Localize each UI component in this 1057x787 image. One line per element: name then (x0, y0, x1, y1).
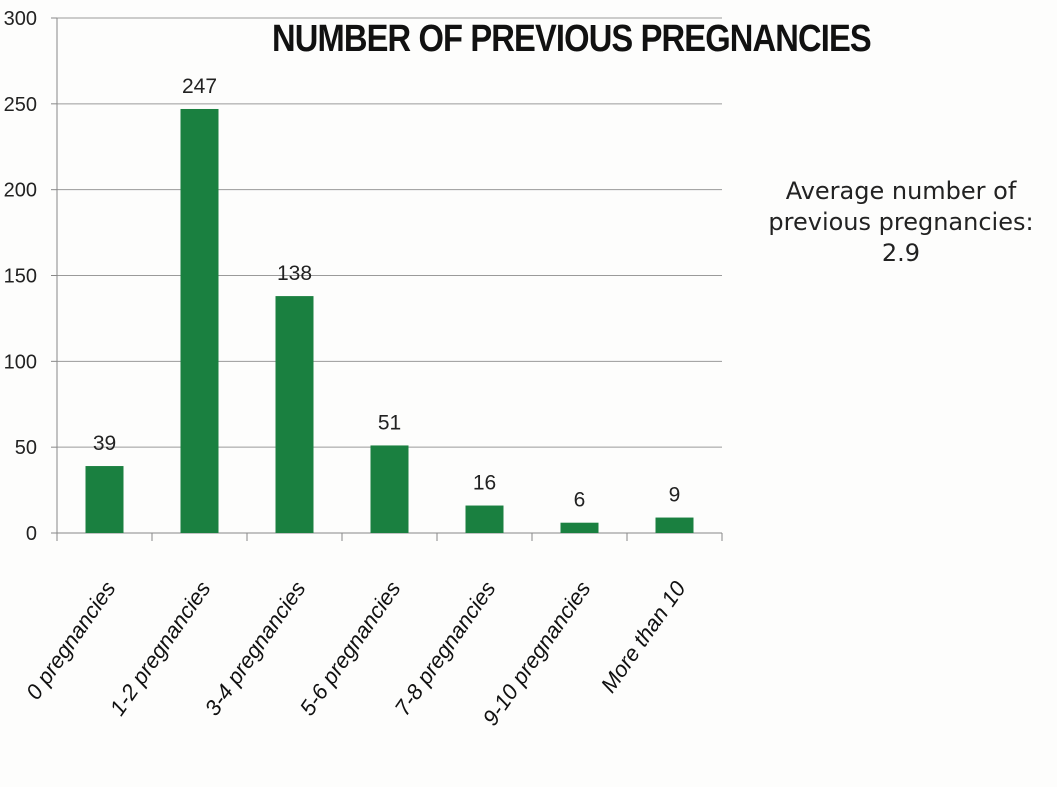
category-label: 0 pregnancies (21, 577, 121, 705)
bar-3 (275, 296, 314, 533)
data-label: 16 (473, 472, 496, 495)
y-tick-label: 250 (4, 94, 37, 116)
category-label: 7-8 pregnancies (390, 577, 501, 721)
bar-7 (655, 517, 694, 533)
bars (85, 108, 694, 533)
category-label: 5-6 pregnancies (295, 577, 406, 721)
annotation-line-1: Average number of (785, 177, 1017, 205)
category-label: 9-10 pregnancies (478, 577, 596, 731)
data-label: 39 (93, 432, 116, 455)
gridlines (57, 17, 722, 448)
average-annotation: Average number of previous pregnancies: … (745, 176, 1057, 269)
data-label: 138 (277, 262, 312, 285)
bar-2 (180, 108, 219, 533)
y-tick-label: 300 (4, 8, 37, 30)
labels: 0 50 100 150 200 250 300 39 0 pregnancies 247 1-2 … (4, 8, 691, 730)
y-tick-label: 150 (4, 266, 37, 288)
y-tick-label: 100 (4, 351, 37, 373)
bar-1 (85, 466, 124, 533)
y-tick-label: 0 (26, 523, 37, 545)
data-label: 9 (669, 484, 681, 507)
annotation-line-2: previous pregnancies: (768, 208, 1034, 236)
bar-5 (465, 505, 504, 533)
annotation-value: 2.9 (881, 239, 921, 267)
data-label: 51 (378, 411, 401, 434)
category-label: 3-4 pregnancies (200, 577, 311, 721)
category-label: 1-2 pregnancies (105, 577, 216, 721)
data-label: 247 (182, 75, 217, 98)
chart-title: NUMBER OF PREVIOUS PREGNANCIES (272, 18, 872, 60)
category-label: More than 10 (596, 576, 691, 697)
y-tick-label: 50 (15, 437, 37, 459)
data-label: 6 (574, 489, 586, 512)
bar-6 (560, 522, 599, 533)
y-tick-label: 200 (4, 180, 37, 202)
bar-4 (370, 445, 409, 533)
